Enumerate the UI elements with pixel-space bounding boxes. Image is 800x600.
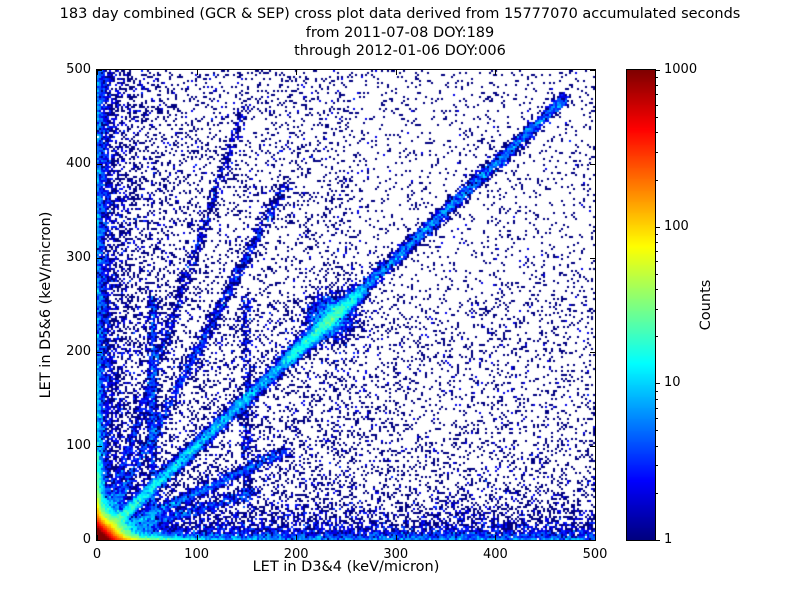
- plot-area: [96, 69, 596, 541]
- colorbar-minor-tick: [656, 77, 658, 79]
- x-tick-mark-top: [196, 70, 198, 75]
- x-tick-mark: [97, 535, 98, 540]
- chart-title: 183 day combined (GCR & SEP) cross plot …: [59, 6, 741, 22]
- colorbar-minor-tick: [656, 289, 658, 290]
- colorbar-minor-tick: [656, 407, 658, 409]
- x-tick-mark: [196, 535, 198, 540]
- y-tick-mark: [97, 70, 102, 71]
- colorbar-tick-mark: [656, 383, 660, 385]
- x-tick-label: 300: [383, 547, 409, 562]
- x-tick-mark-top: [395, 70, 397, 75]
- colorbar-minor-tick: [656, 273, 658, 275]
- y-tick-label: 500: [66, 62, 91, 77]
- y-tick-label: 300: [66, 250, 91, 265]
- y-tick-mark: [97, 258, 102, 259]
- colorbar-tick-mark: [656, 226, 660, 228]
- x-tick-label: 0: [92, 547, 102, 562]
- colorbar-minor-tick: [656, 250, 658, 252]
- colorbar-minor-tick: [656, 179, 658, 181]
- colorbar-minor-tick: [656, 85, 658, 87]
- colorbar-minor-tick: [656, 308, 658, 310]
- colorbar-minor-tick: [656, 390, 658, 392]
- colorbar-tick-mark: [656, 70, 660, 71]
- x-tick-mark-top: [595, 70, 596, 75]
- y-axis-label: LET in D5&6 (keV/micron): [38, 211, 54, 399]
- colorbar-tick-mark: [656, 540, 660, 541]
- y-tick-mark-right: [590, 164, 595, 165]
- y-tick-mark-right: [590, 352, 595, 353]
- colorbar-minor-tick: [656, 241, 658, 243]
- y-tick-label: 400: [66, 156, 91, 171]
- y-tick-mark: [97, 540, 102, 541]
- colorbar-minor-tick: [656, 233, 658, 235]
- chart-subtitle-through: through 2012-01-06 DOY:006: [294, 43, 506, 59]
- y-tick-mark-right: [590, 258, 595, 259]
- colorbar: [626, 69, 656, 541]
- colorbar-gradient: [627, 70, 655, 540]
- y-tick-mark-right: [590, 540, 595, 541]
- density-plot-canvas: [97, 70, 595, 540]
- y-tick-mark: [97, 164, 102, 165]
- colorbar-minor-tick: [656, 418, 658, 420]
- y-tick-mark-right: [590, 70, 595, 71]
- y-tick-label: 100: [66, 438, 91, 453]
- colorbar-minor-tick: [656, 151, 658, 153]
- chart-subtitle-from: from 2011-07-08 DOY:189: [305, 25, 495, 41]
- x-tick-mark: [595, 535, 596, 540]
- colorbar-minor-tick: [656, 104, 658, 106]
- x-axis-label: LET in D3&4 (keV/micron): [252, 559, 440, 575]
- colorbar-minor-tick: [656, 445, 658, 447]
- x-tick-mark-top: [97, 70, 98, 75]
- colorbar-tick-label: 1000: [664, 62, 698, 77]
- colorbar-tick-label: 100: [664, 218, 689, 234]
- x-tick-mark-top: [495, 70, 497, 75]
- y-tick-mark: [97, 446, 102, 447]
- colorbar-tick-label: 10: [664, 375, 681, 391]
- colorbar-minor-tick: [656, 261, 658, 263]
- x-tick-mark: [495, 535, 497, 540]
- colorbar-minor-tick: [656, 465, 658, 467]
- x-tick-mark-top: [296, 70, 298, 75]
- y-tick-mark: [97, 352, 102, 353]
- x-tick-mark: [395, 535, 397, 540]
- colorbar-label: Counts: [698, 279, 714, 331]
- y-tick-mark-right: [590, 446, 595, 447]
- y-tick-label: 0: [82, 532, 91, 547]
- x-tick-label: 100: [184, 547, 209, 562]
- colorbar-minor-tick: [656, 492, 658, 494]
- colorbar-minor-tick: [656, 132, 658, 134]
- x-tick-label: 400: [482, 547, 508, 562]
- x-tick-mark: [296, 535, 298, 540]
- colorbar-minor-tick: [656, 430, 658, 432]
- colorbar-minor-tick: [656, 94, 658, 96]
- x-tick-label: 500: [582, 547, 608, 562]
- colorbar-tick-label: 1: [664, 532, 673, 547]
- y-tick-label: 200: [66, 344, 91, 359]
- colorbar-minor-tick: [656, 336, 658, 338]
- colorbar-minor-tick: [656, 117, 658, 119]
- colorbar-minor-tick: [656, 398, 658, 400]
- x-tick-label: 200: [283, 547, 309, 562]
